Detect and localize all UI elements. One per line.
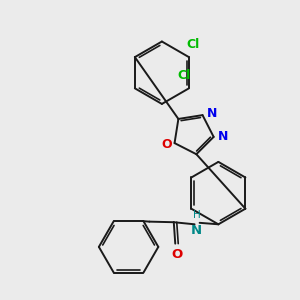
- Text: N: N: [218, 130, 229, 143]
- Text: Cl: Cl: [178, 69, 191, 82]
- Text: N: N: [207, 107, 217, 120]
- Text: O: O: [161, 138, 172, 151]
- Text: Cl: Cl: [187, 38, 200, 51]
- Text: N: N: [191, 224, 202, 237]
- Text: H: H: [193, 210, 200, 220]
- Text: O: O: [171, 248, 182, 261]
